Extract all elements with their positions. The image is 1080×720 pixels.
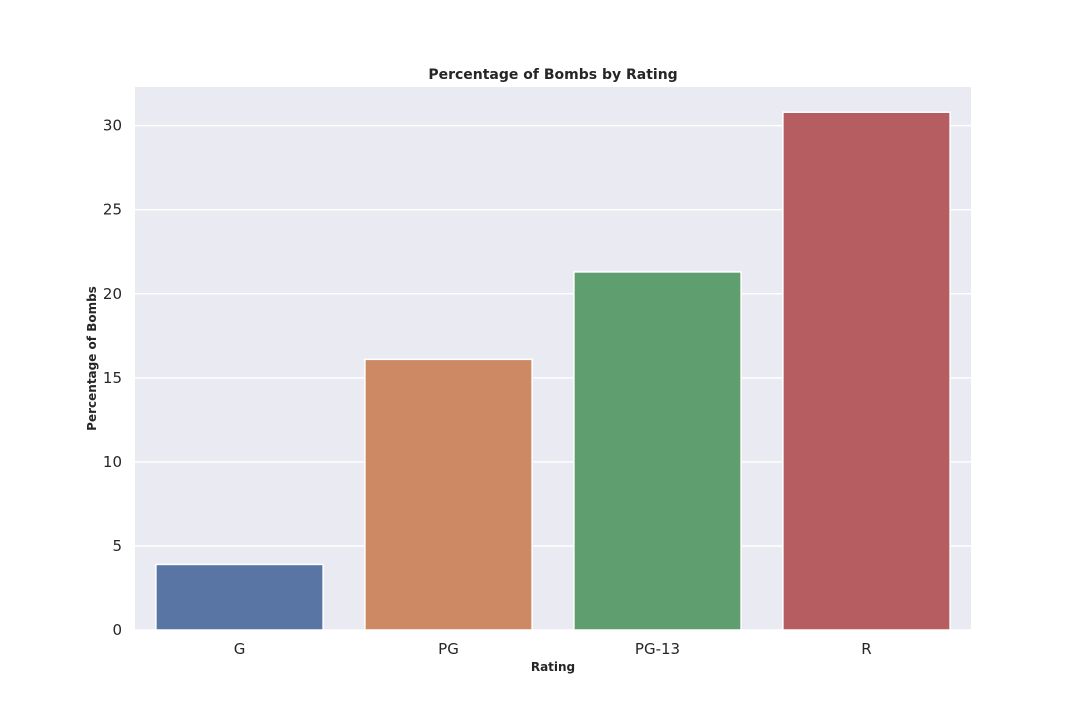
y-tick-label: 30 (103, 117, 122, 135)
bar-pg (364, 358, 533, 631)
bars (155, 111, 951, 631)
bar-r (782, 111, 951, 631)
x-tick-label: PG (438, 640, 459, 658)
x-tick-label: R (861, 640, 871, 658)
y-axis-ticks: 0 5 10 15 20 25 30 (103, 117, 122, 639)
x-tick-label: G (234, 640, 246, 658)
y-tick-label: 20 (103, 285, 122, 303)
x-axis-title: Rating (531, 660, 575, 674)
x-tick-label: PG-13 (635, 640, 680, 658)
bar-g (155, 563, 324, 631)
y-tick-label: 15 (103, 369, 122, 387)
y-tick-label: 10 (103, 453, 122, 471)
x-axis-ticks: G PG PG-13 R (234, 640, 872, 658)
bar-pg-13 (573, 271, 742, 631)
y-tick-label: 25 (103, 201, 122, 219)
y-tick-label: 0 (112, 621, 122, 639)
chart-title: Percentage of Bombs by Rating (428, 67, 677, 83)
y-axis-title: Percentage of Bombs (85, 286, 99, 431)
y-tick-label: 5 (112, 537, 122, 555)
